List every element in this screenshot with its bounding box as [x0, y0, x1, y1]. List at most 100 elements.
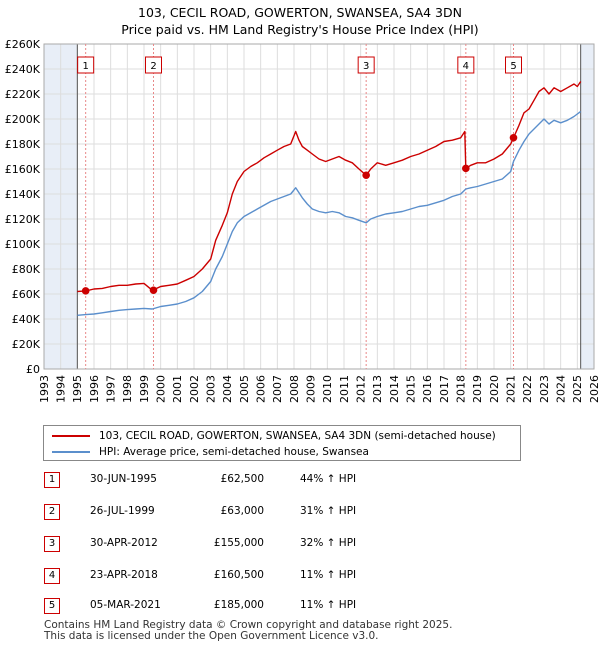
- y-tick-label: £120K: [5, 213, 41, 226]
- x-tick-label: 2010: [321, 375, 334, 403]
- sale-label-box-5: [505, 56, 522, 74]
- sale-point-1: [81, 287, 90, 295]
- y-tick-label: £240K: [5, 63, 41, 76]
- x-tick-label: 2022: [521, 375, 534, 403]
- x-tick-label: 2015: [405, 375, 418, 403]
- x-tick-label: 2000: [155, 375, 168, 403]
- sale-price: £160,500: [213, 569, 264, 581]
- sale-number-badge: 3: [44, 536, 60, 552]
- x-tick-label: 2024: [555, 375, 568, 403]
- footer-line-1: Contains HM Land Registry data © Crown c…: [44, 619, 453, 631]
- legend-property-swatch: [52, 435, 90, 437]
- x-tick-label: 1996: [88, 375, 101, 403]
- price-chart: £0 £20K £40K £60K £80K £100K £120K £140K £160K £1…: [5, 38, 600, 403]
- x-tick-label: 2014: [388, 375, 401, 403]
- y-tick-label: £220K: [5, 88, 41, 101]
- y-tick-label: £200K: [5, 113, 41, 126]
- table-row: 4 23-APR-2018 £160,500 11% ↑ HPI: [44, 568, 464, 588]
- sale-label-box-1: [77, 56, 95, 74]
- legend-property-label: 103, CECIL ROAD, GOWERTON, SWANSEA, SA4 …: [99, 430, 496, 442]
- sale-point-4: [462, 164, 470, 173]
- sale-price: £63,000: [220, 505, 264, 517]
- legend: 103, CECIL ROAD, GOWERTON, SWANSEA, SA4 …: [43, 425, 521, 461]
- y-tick-label: £100K: [5, 238, 41, 251]
- property-price-line: [77, 81, 582, 293]
- y-tick-label: £160K: [5, 163, 41, 176]
- sale-number-badge: 5: [44, 598, 60, 614]
- table-row: 3 30-APR-2012 £155,000 32% ↑ HPI: [44, 536, 464, 556]
- sale-point-5: [509, 133, 518, 142]
- sale-label-box-2: [145, 56, 162, 74]
- title-line-2: Price paid vs. HM Land Registry's House …: [121, 22, 479, 37]
- y-tick-label: £20K: [12, 338, 41, 351]
- x-tick-label: 1997: [105, 375, 118, 403]
- y-tick-label: £40K: [12, 313, 41, 326]
- y-tick-label: £180K: [5, 138, 41, 151]
- plot-area: [44, 44, 594, 369]
- sale-hpi-change: 11% ↑ HPI: [300, 599, 357, 611]
- x-tick-label: 2019: [471, 375, 484, 403]
- x-tick-label: 2026: [588, 375, 600, 403]
- y-tick-label: £80K: [12, 263, 41, 276]
- x-tick-label: 2020: [488, 375, 501, 403]
- x-tick-label: 2025: [571, 375, 584, 403]
- sale-number-badge: 2: [44, 504, 60, 520]
- x-tick-label: 2023: [538, 375, 551, 403]
- sale-label-box-3: [357, 56, 375, 74]
- sale-label-4: 4: [463, 61, 469, 72]
- sale-price: £155,000: [213, 537, 264, 549]
- y-tick-label: £0: [26, 363, 40, 376]
- sale-price: £185,000: [213, 599, 264, 611]
- x-tick-label: 2005: [238, 375, 251, 403]
- sale-point-2: [149, 286, 158, 295]
- sale-label-1: 1: [82, 61, 88, 72]
- shaded-range-1: [580, 44, 594, 369]
- x-tick-label: 2018: [455, 375, 468, 403]
- x-tick-label: 2004: [221, 375, 234, 403]
- sale-date: 23-APR-2018: [90, 569, 158, 581]
- table-row: 2 26-JUL-1999 £63,000 31% ↑ HPI: [44, 504, 464, 524]
- x-tick-label: 2012: [355, 375, 368, 403]
- chart-title: 103, CECIL ROAD, GOWERTON, SWANSEA, SA4 …: [0, 4, 600, 38]
- x-tick-label: 1993: [38, 375, 51, 403]
- x-tick-label: 2013: [371, 375, 384, 403]
- plot-frame: [43, 43, 595, 370]
- sale-number-badge: 1: [44, 472, 60, 488]
- x-tick-label: 2021: [505, 375, 518, 403]
- sale-label-5: 5: [510, 61, 516, 72]
- x-tick-label: 2002: [188, 375, 201, 403]
- hpi-line: [77, 110, 582, 316]
- x-tick-label: 2017: [438, 375, 451, 403]
- sale-point-3: [362, 171, 370, 180]
- sale-label-2: 2: [150, 61, 156, 72]
- x-tick-label: 1999: [138, 375, 151, 403]
- y-tick-label: £60K: [12, 288, 41, 301]
- sale-hpi-change: 32% ↑ HPI: [300, 537, 357, 549]
- y-tick-label: £260K: [5, 38, 41, 51]
- x-tick-label: 2006: [255, 375, 268, 403]
- sale-date: 05-MAR-2021: [90, 599, 161, 611]
- sale-hpi-change: 44% ↑ HPI: [300, 473, 357, 485]
- legend-hpi-swatch: [52, 451, 90, 453]
- x-tick-label: 2011: [338, 375, 351, 403]
- x-tick-label: 2007: [271, 375, 284, 403]
- table-row: 1 30-JUN-1995 £62,500 44% ↑ HPI: [44, 472, 464, 492]
- x-tick-label: 2008: [288, 375, 301, 403]
- sale-date: 30-APR-2012: [90, 537, 158, 549]
- x-tick-label: 2003: [205, 375, 218, 403]
- sale-hpi-change: 11% ↑ HPI: [300, 569, 357, 581]
- sale-price: £62,500: [220, 473, 264, 485]
- y-tick-label: £140K: [5, 188, 41, 201]
- x-tick-label: 1994: [55, 375, 68, 403]
- title-line-1: 103, CECIL ROAD, GOWERTON, SWANSEA, SA4 …: [138, 5, 462, 20]
- sale-number-badge: 4: [44, 568, 60, 584]
- x-tick-label: 2009: [305, 375, 318, 403]
- footer: Contains HM Land Registry data © Crown c…: [44, 620, 452, 642]
- sale-hpi-change: 31% ↑ HPI: [300, 505, 357, 517]
- legend-property: 103, CECIL ROAD, GOWERTON, SWANSEA, SA4 …: [52, 429, 496, 443]
- x-tick-label: 1995: [71, 375, 84, 403]
- legend-hpi: HPI: Average price, semi-detached house,…: [52, 445, 369, 459]
- sale-date: 26-JUL-1999: [90, 505, 155, 517]
- table-row: 5 05-MAR-2021 £185,000 11% ↑ HPI: [44, 598, 464, 618]
- x-tick-label: 2016: [421, 375, 434, 403]
